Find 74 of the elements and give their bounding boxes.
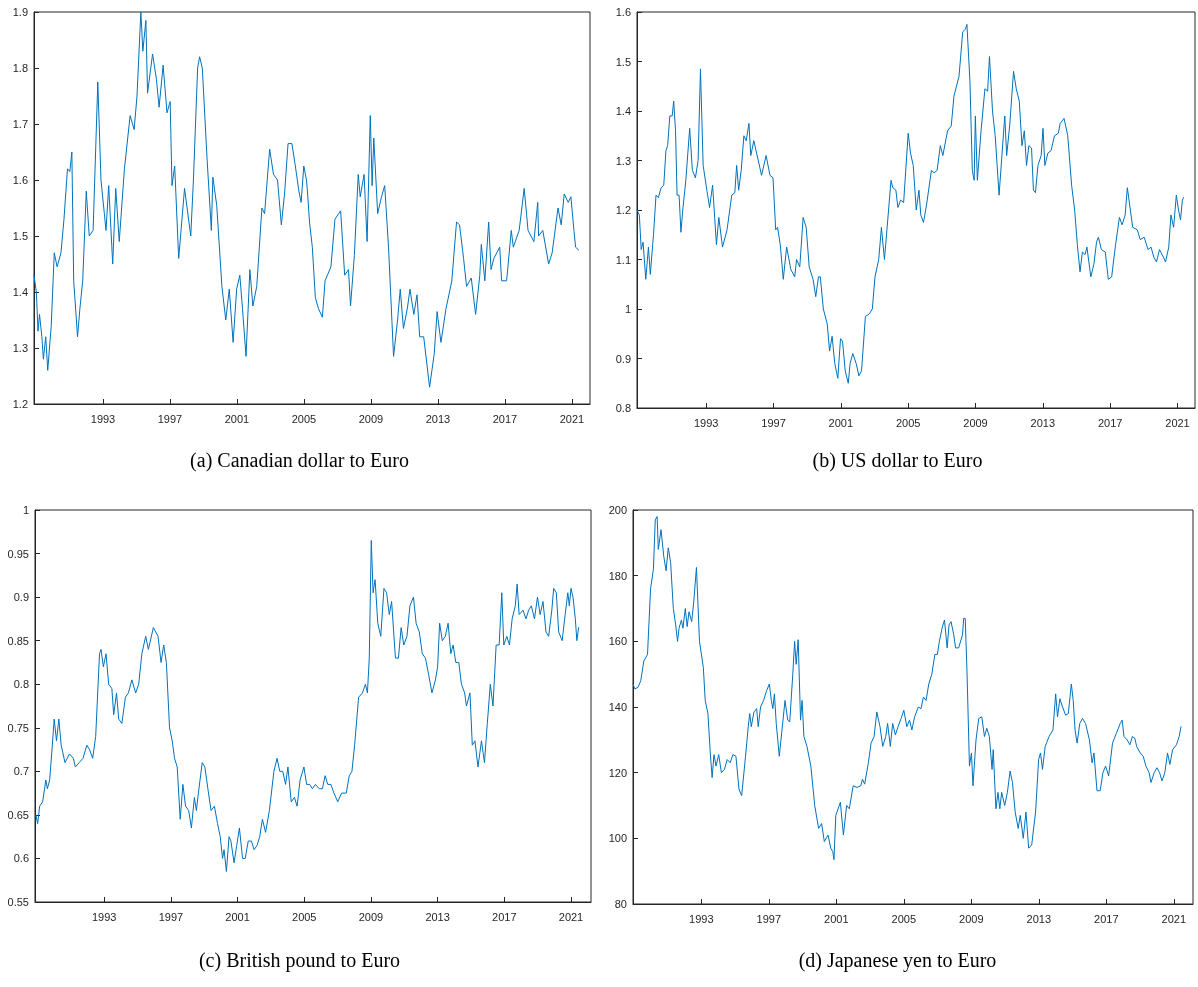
x-tick-label: 2021: [1161, 912, 1187, 925]
y-tick-label: 1.3: [615, 154, 631, 167]
y-tick-label: 1: [22, 504, 29, 516]
x-tick-label: 1993: [90, 412, 116, 425]
text: (b) US dollar to Euro: [812, 449, 983, 472]
x-tick-label: 1993: [91, 910, 117, 923]
x-tick-label: 2013: [1026, 912, 1052, 925]
y-tick-label: 0.7: [13, 765, 29, 778]
line-series: [33, 11, 580, 388]
y-tick-label: 1.9: [12, 6, 28, 18]
x-tick-label: 2013: [425, 412, 451, 425]
x-tick-label: 2009: [358, 412, 384, 425]
x-tick-label: 2001: [824, 912, 849, 925]
x-tick-label: 2021: [558, 910, 584, 923]
x-tick-label: 2001: [225, 910, 250, 923]
x-tick-label: 2013: [1030, 416, 1056, 429]
y-tick-label: 1.8: [12, 62, 28, 74]
x-tick-label: 2017: [492, 910, 517, 923]
text: (d) Japanese yen to Euro: [798, 949, 997, 972]
x-tick-label: 2005: [895, 416, 921, 429]
y-tick-label: 1.2: [615, 204, 631, 216]
x-tick-label: 2021: [559, 412, 585, 425]
y-tick-label: 0.9: [13, 591, 29, 604]
x-tick-label: 2021: [1165, 416, 1190, 429]
x-tick-label: 2009: [959, 912, 984, 925]
y-tick-label: 1.7: [12, 118, 28, 130]
x-tick-label: 2017: [1097, 416, 1123, 429]
y-tick-label: 100: [608, 832, 627, 845]
y-tick-label: 1.1: [615, 253, 631, 266]
x-tick-label: 2001: [828, 416, 854, 429]
y-tick-label: 1.6: [615, 6, 631, 18]
y-tick-label: 0.8: [13, 678, 29, 691]
x-tick-label: 2017: [492, 412, 518, 425]
y-tick-label: 0.95: [7, 547, 29, 560]
y-tick-label: 80: [614, 898, 627, 910]
y-tick-label: 200: [608, 504, 627, 516]
y-tick-label: 1.2: [12, 398, 28, 410]
y-tick-label: 0.75: [7, 721, 29, 734]
x-tick-label: 1993: [693, 416, 719, 429]
y-tick-label: 0.8: [615, 402, 631, 414]
y-tick-label: 160: [608, 635, 627, 648]
y-tick-label: 1.5: [615, 55, 631, 68]
y-tick-label: 180: [608, 569, 627, 582]
x-tick-label: 2009: [963, 416, 988, 429]
y-tick-label: 0.9: [615, 352, 631, 365]
x-tick-label: 2001: [224, 412, 250, 425]
line-series: [636, 23, 1185, 384]
x-tick-label: 2005: [291, 412, 317, 425]
y-tick-label: 120: [608, 766, 627, 779]
x-tick-label: 2017: [1094, 912, 1119, 925]
y-tick-label: 1.5: [12, 230, 28, 242]
y-tick-label: 1: [624, 303, 631, 315]
y-tick-label: 0.55: [7, 896, 29, 908]
text: (a) Canadian dollar to Euro: [190, 449, 409, 472]
y-tick-label: 0.85: [7, 634, 29, 647]
text: (c) British pound to Euro: [198, 949, 401, 972]
x-tick-label: 2005: [292, 910, 317, 923]
x-tick-label: 1993: [689, 912, 714, 925]
x-tick-label: 2005: [891, 912, 917, 925]
y-tick-label: 0.6: [13, 852, 29, 865]
line-series: [632, 516, 1182, 861]
y-tick-label: 1.4: [615, 105, 631, 117]
y-tick-label: 1.3: [12, 342, 28, 354]
x-tick-label: 2009: [358, 910, 384, 923]
x-tick-label: 2013: [425, 910, 450, 923]
y-tick-label: 140: [608, 701, 627, 713]
y-tick-label: 1.4: [12, 286, 28, 298]
y-tick-label: 0.65: [7, 808, 29, 821]
x-tick-label: 1997: [157, 412, 183, 425]
x-tick-label: 1997: [158, 910, 184, 923]
x-tick-label: 1997: [761, 416, 786, 429]
y-tick-label: 1.6: [12, 174, 28, 186]
line-series: [35, 539, 580, 873]
x-tick-label: 1997: [756, 912, 782, 925]
